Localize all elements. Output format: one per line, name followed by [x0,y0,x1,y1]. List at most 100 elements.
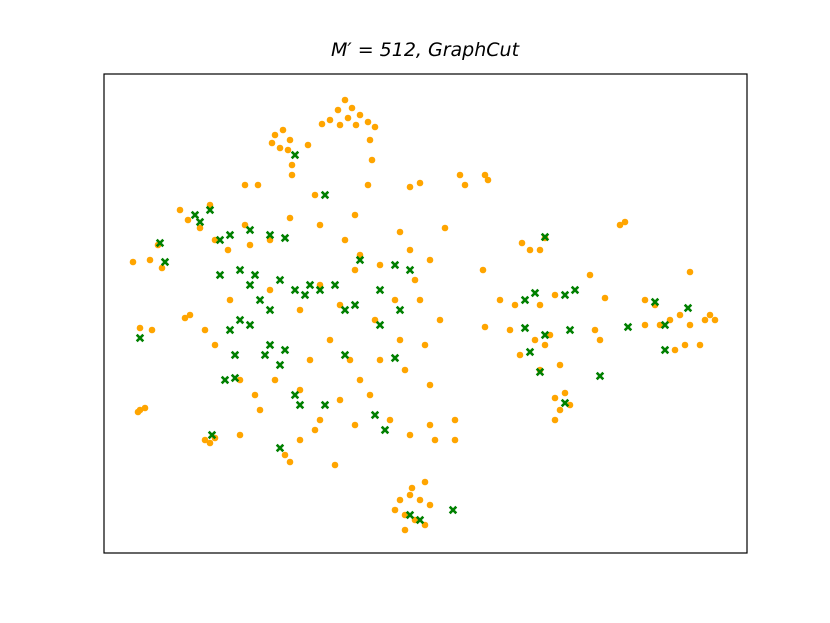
point-x [290,390,300,400]
point-x [195,217,205,227]
point-x [207,430,217,440]
point [401,366,409,374]
point [481,171,489,179]
point [436,316,444,324]
point-x [535,367,545,377]
point [351,421,359,429]
point-x [245,320,255,330]
point [351,266,359,274]
point-x [245,225,255,235]
point [351,211,359,219]
point-x [280,233,290,243]
point [318,120,326,128]
point-x [315,285,325,295]
point [304,141,312,149]
point [461,181,469,189]
point [181,314,189,322]
point-x [395,305,405,315]
point-x [255,295,265,305]
point-x [230,350,240,360]
point-x [560,290,570,300]
point [511,301,519,309]
point [456,171,464,179]
point [241,221,249,229]
point [296,306,304,314]
point [421,521,429,529]
point-x [290,150,300,160]
point-x [215,270,225,280]
point-x [560,398,570,408]
point [406,431,414,439]
point-x [225,325,235,335]
point [421,478,429,486]
point-x [265,230,275,240]
point [376,261,384,269]
point [676,311,684,319]
point-x [155,238,165,248]
point-x [405,510,415,520]
point [148,326,156,334]
chart-title: M′ = 512, GraphCut [331,39,521,61]
point [344,114,352,122]
point [671,346,679,354]
point-x [225,230,235,240]
point [364,118,372,126]
point-x [265,305,275,315]
point-x [250,270,260,280]
point [286,136,294,144]
point-x [525,347,535,357]
point [411,276,419,284]
point-x [320,400,330,410]
point-x [540,330,550,340]
point [371,123,379,131]
point [484,176,492,184]
point-x [660,320,670,330]
point [711,316,719,324]
point [566,401,574,409]
point [336,121,344,129]
point [421,341,429,349]
point [201,326,209,334]
point [271,376,279,384]
point [591,326,599,334]
point [211,341,219,349]
point [311,191,319,199]
point [176,206,184,214]
point [201,436,209,444]
point-x [375,285,385,295]
point [416,496,424,504]
point [224,246,232,254]
point [686,268,694,276]
point [596,336,604,344]
point [341,236,349,244]
point [346,356,354,364]
point [556,361,564,369]
point-x [683,303,693,313]
point [186,311,194,319]
point [451,416,459,424]
point-x [280,345,290,355]
point [271,131,279,139]
point [226,296,234,304]
point [386,416,394,424]
point [431,436,439,444]
point [426,381,434,389]
point-x [390,353,400,363]
point-x [205,205,215,215]
point-x [448,505,458,515]
point [371,316,379,324]
point [136,324,144,332]
point [536,301,544,309]
point [556,406,564,414]
point [311,426,319,434]
plot-frame [103,73,748,554]
point [246,241,254,249]
point [288,171,296,179]
point [276,144,284,152]
point-x [295,400,305,410]
point-x [300,290,310,300]
point [481,323,489,331]
point [376,356,384,364]
point [366,136,374,144]
point-x [370,410,380,420]
